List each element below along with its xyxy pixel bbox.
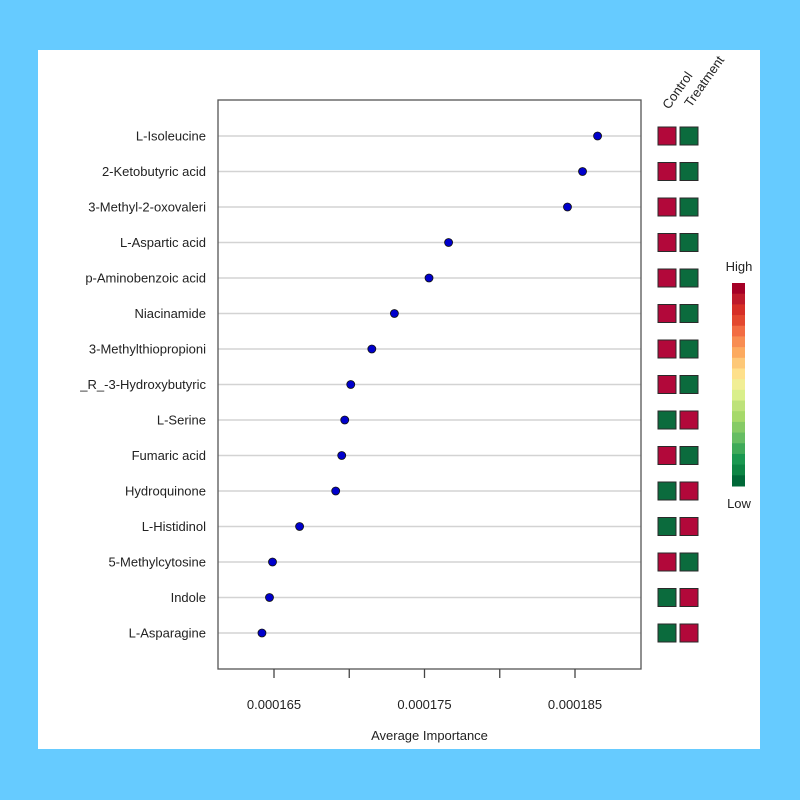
data-point [268,557,277,567]
heatmap-cell [679,481,699,501]
heatmap-cell [657,588,677,607]
legend-swatch [732,421,745,434]
legend-swatch [732,379,745,391]
x-tick-label: 0.000165 [247,697,301,712]
category-label: 5-Methylcytosine [108,555,206,570]
heatmap-cell [657,552,677,572]
heatmap-cells [657,126,699,643]
legend-swatch [732,325,745,337]
x-axis-ticks: 0.000165 0.000175 0.000185 [247,669,602,712]
y-axis-labels: L-Isoleucine 2-Ketobutyric acid 3-Methyl-2… [79,129,206,641]
category-label: Hydroquinone [125,484,206,499]
plot-frame [217,99,642,670]
data-point [389,309,399,318]
heatmap-cell [657,623,677,643]
legend-high-label: High [726,259,753,274]
heatmap-cell [679,552,699,572]
legend-swatch [732,464,745,476]
data-point [444,238,453,247]
data-point [337,451,347,460]
heatmap-cell [657,339,677,359]
legend-swatch [732,443,745,455]
data-point [563,202,572,212]
legend-swatch [732,304,745,316]
data-point [331,486,341,496]
heatmap-cell [657,446,677,465]
category-label: 3-Methyl-2-oxovaleri [88,200,206,215]
heatmap-cell [679,588,699,607]
category-label: L-Asparagine [129,626,206,641]
heatmap-cell [679,375,699,394]
data-point [340,415,350,425]
heatmap-cell [679,339,699,359]
heatmap-cell [679,446,699,465]
dot-plot-chart: L-Isoleucine 2-Ketobutyric acid 3-Methyl-2… [79,53,753,743]
legend-swatch [732,336,745,348]
legend-low-label: Low [727,496,751,511]
x-tick-label: 0.000185 [548,697,602,712]
data-point [424,273,434,283]
grid-lines [218,135,641,634]
heatmap-cell [657,481,677,501]
category-label: 3-Methylthiopropioni [89,342,206,357]
heatmap-cell [679,197,699,217]
legend-swatch [732,283,745,295]
heatmap-cell [657,304,677,323]
category-label: L-Histidinol [142,519,206,534]
heatmap-cell [657,233,677,252]
heatmap-cell [679,233,699,252]
legend-swatch [732,400,745,412]
legend-swatch [732,432,745,444]
heatmap-cell [657,268,677,288]
data-point [265,593,274,602]
legend-swatch [732,453,745,466]
legend-swatch [732,293,745,305]
category-label: Fumaric acid [132,448,206,463]
category-label: 2-Ketobutyric acid [102,164,206,179]
category-label: L-Isoleucine [136,129,206,144]
heatmap-cell [657,197,677,217]
data-point [295,522,304,531]
x-tick-label: 0.000175 [397,697,451,712]
category-label: Niacinamide [134,306,206,321]
data-points [257,131,602,638]
figure-panel: L-Isoleucine 2-Ketobutyric acid 3-Methyl-2… [38,50,760,749]
data-point [257,628,267,638]
heatmap-cell [679,126,699,146]
x-axis-title: Average Importance [371,728,488,743]
heatmap-cell [657,410,677,430]
legend-gradient-bar [732,283,745,487]
category-label: Indole [171,590,206,605]
legend-swatch [732,475,745,487]
legend-swatch [732,347,745,359]
heatmap-cell [679,517,699,536]
data-point [367,344,377,354]
heatmap-cell [679,162,699,181]
category-label: L-Aspartic acid [120,235,206,250]
heatmap-cell [657,375,677,394]
legend-swatch [732,368,745,380]
category-label: p-Aminobenzoic acid [85,271,206,286]
heatmap-cell [679,304,699,323]
heatmap-cell [657,126,677,146]
heatmap-cell [657,162,677,181]
legend-swatch [732,315,745,327]
color-scale-legend: High Low [726,259,753,511]
data-point [593,131,602,141]
data-point [346,380,356,389]
heatmap-cell [679,410,699,430]
category-label: L-Serine [157,413,206,428]
legend-swatch [732,411,745,423]
heatmap-cell [679,623,699,643]
legend-swatch [732,357,745,369]
category-label: _R_-3-Hydroxybutyric [79,377,206,392]
heatmap-cell [679,268,699,288]
heatmap-cell [657,517,677,536]
data-point [578,167,587,176]
legend-swatch [732,389,745,402]
